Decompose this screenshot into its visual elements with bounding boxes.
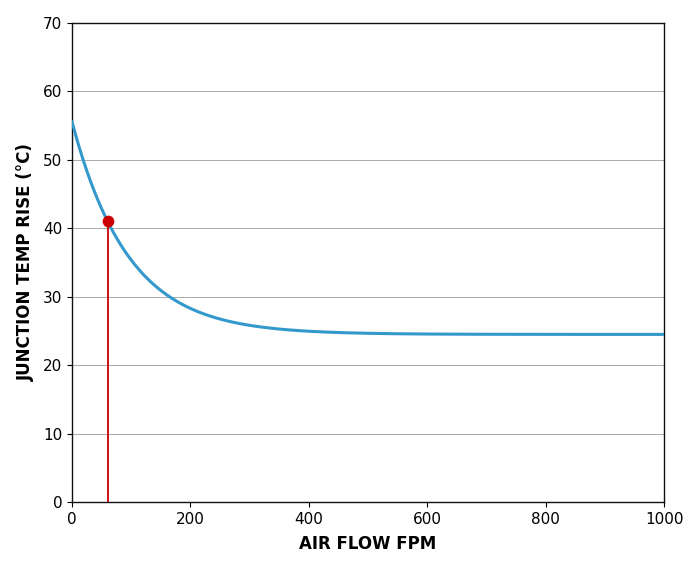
Y-axis label: JUNCTION TEMP RISE (°C): JUNCTION TEMP RISE (°C) xyxy=(17,144,35,381)
Point xyxy=(102,217,113,226)
X-axis label: AIR FLOW FPM: AIR FLOW FPM xyxy=(300,535,437,553)
